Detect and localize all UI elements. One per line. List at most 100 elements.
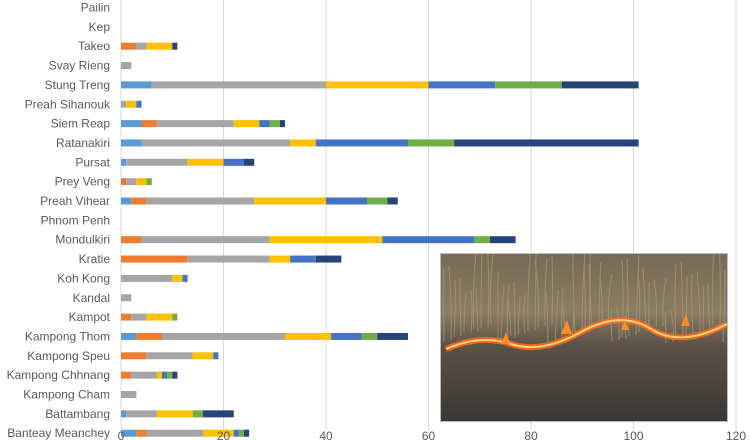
bar-segment [454, 139, 639, 147]
bar-segment [131, 313, 147, 321]
bar-segment [121, 139, 142, 147]
grass-fire-photo [440, 253, 728, 422]
bar-segment [223, 158, 244, 166]
bar-segment [326, 81, 429, 89]
category-label: Preah Vihear [40, 194, 110, 208]
bar-segment [151, 81, 326, 89]
bar-segment [290, 255, 316, 263]
bar-segment [146, 197, 255, 205]
bar-segment [203, 410, 234, 418]
category-label: Ratanakiri [56, 136, 110, 150]
bar-segment [377, 332, 408, 340]
bar-segment [269, 120, 280, 128]
x-tick-labels: 0 20 40 60 80 100 120 [118, 429, 747, 440]
bar-segment [121, 158, 127, 166]
bar-segment [187, 158, 224, 166]
bar-segment [146, 429, 203, 437]
category-label: Kampong Cham [23, 388, 110, 402]
bar-segment [146, 313, 173, 321]
bar-segment [146, 42, 173, 50]
bar-segment [331, 332, 362, 340]
bar-segment [121, 81, 152, 89]
bar-segment [121, 294, 132, 302]
bar-segment [315, 255, 342, 263]
category-label: Kampong Thom [25, 329, 110, 343]
category-label: Battambang [45, 407, 110, 421]
bar-segment [121, 42, 137, 50]
x-tick-label: 60 [422, 429, 436, 440]
bar-segment [182, 274, 188, 282]
bar-segment [121, 120, 142, 128]
bar-segment [408, 139, 455, 147]
category-label: Koh Kong [57, 271, 110, 285]
bar-segment [136, 332, 162, 340]
bar-segment [121, 178, 127, 186]
bar-segment [121, 197, 132, 205]
bar-segment [192, 352, 214, 360]
bar-segment [136, 178, 147, 186]
category-label: Kandal [73, 291, 110, 305]
bar-segment [285, 332, 332, 340]
bar-segment [474, 236, 490, 244]
bar-segment [367, 197, 388, 205]
bar-segment [561, 81, 639, 89]
bar-segment [156, 410, 193, 418]
category-label: Pursat [75, 155, 110, 169]
category-label: Kampong Speu [27, 349, 110, 363]
bar-segment [382, 236, 475, 244]
bar-segment [213, 352, 219, 360]
bar-segment [121, 313, 132, 321]
bar-segment [121, 62, 132, 70]
bar-segment [121, 236, 142, 244]
bar-segment [121, 100, 127, 108]
bar-segment [156, 120, 234, 128]
category-label: Kratie [79, 252, 111, 266]
x-tick-label: 0 [118, 429, 125, 440]
bar-segment [233, 429, 239, 437]
bar-segment [162, 371, 168, 379]
x-tick-label: 100 [623, 429, 643, 440]
category-label: Kep [89, 20, 111, 34]
bar-segment [146, 178, 152, 186]
category-label: Kampong Chhnang [7, 368, 110, 382]
bar-segment [121, 371, 132, 379]
bar-segment [156, 371, 162, 379]
gridlines [120, 0, 737, 430]
category-label: Prey Veng [55, 175, 110, 189]
bar-segment [121, 255, 188, 263]
bar-segment [290, 139, 316, 147]
bar-segment [254, 197, 326, 205]
bar-segment [141, 139, 291, 147]
bar-segment [269, 255, 291, 263]
bar-segment [146, 352, 193, 360]
bar-segment [244, 429, 250, 437]
bar-segment [126, 178, 137, 186]
bar-segment [203, 429, 234, 437]
bar-segment [279, 120, 285, 128]
bar-segment [269, 236, 383, 244]
bar-segment [131, 197, 147, 205]
bar-segment [121, 391, 137, 398]
bar-segment [244, 158, 255, 166]
bar-segment [131, 371, 157, 379]
category-label: Takeo [78, 39, 110, 53]
bar-segment [167, 371, 173, 379]
bar-segment [490, 236, 516, 244]
bar-segment [141, 120, 157, 128]
bar-segment [326, 197, 367, 205]
category-label: Siem Reap [51, 117, 111, 131]
bar-segment [121, 429, 137, 437]
bar-segment [172, 274, 183, 282]
category-label: Preah Sihanouk [25, 97, 111, 111]
bar-segment [428, 81, 496, 89]
bar-series [121, 42, 639, 437]
bar-segment [495, 81, 562, 89]
category-label: Banteay Meanchey [7, 426, 110, 440]
bar-segment [126, 158, 188, 166]
bar-segment [126, 100, 137, 108]
bar-segment [315, 139, 408, 147]
bar-segment [141, 236, 270, 244]
bar-segment [162, 332, 285, 340]
category-labels: Pailin Kep Takeo Svay Rieng Stung Treng Preah… [7, 1, 111, 440]
